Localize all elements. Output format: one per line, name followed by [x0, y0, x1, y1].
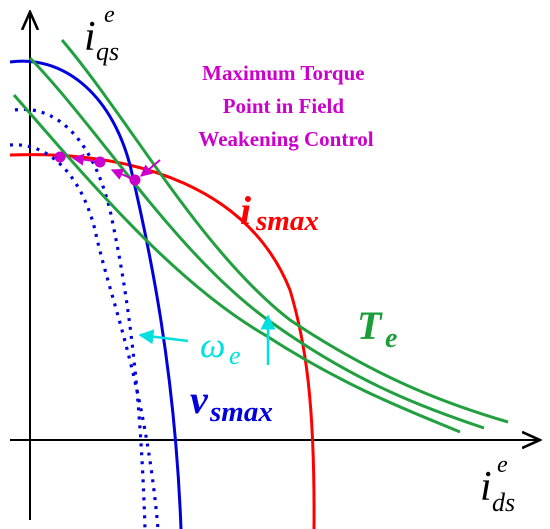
speed-arrow-left: [138, 329, 189, 345]
voltage-limit-ellipse: [9, 59, 183, 529]
annotation-line-3: Weakening Control: [198, 127, 373, 151]
y-axis-label: i e qs: [84, 0, 125, 66]
x-axis-label-main: i: [480, 464, 492, 510]
torque-curve-1: [60, 39, 509, 424]
current-limit-label-sub: smax: [255, 205, 319, 237]
trajectory-arrow-1: [110, 168, 136, 181]
speed-label-sub: e: [229, 341, 241, 370]
y-axis-label-sup: e: [104, 2, 115, 28]
torque-label-sub: e: [385, 323, 397, 354]
current-limit-label: i smax: [240, 188, 319, 237]
x-axis-label-sup: e: [497, 452, 508, 478]
y-axis-label-sub: qs: [96, 37, 119, 66]
voltage-limit-label: v smax: [190, 377, 273, 428]
trajectory-arrow-2: [71, 153, 101, 166]
annotation-line-2: Point in Field: [223, 94, 345, 118]
annotation-line-1: Maximum Torque: [202, 61, 364, 85]
max-torque-point-3: [54, 151, 66, 163]
speed-label: ω e: [200, 325, 241, 370]
y-axis-label-main: i: [84, 14, 96, 60]
annotation-pointer-arrow: [140, 159, 161, 177]
x-axis-label-sub: ds: [492, 488, 515, 517]
annotation-text: Maximum Torque Point in Field Weakening …: [198, 61, 373, 151]
speed-label-main: ω: [200, 325, 225, 365]
voltage-limit-ellipse-dotted-inner: [9, 143, 160, 529]
current-limit-label-main: i: [240, 188, 251, 233]
torque-label-main: T: [357, 303, 383, 348]
torque-label: T e: [357, 303, 397, 354]
voltage-limit-label-sub: smax: [209, 396, 273, 428]
voltage-limit-label-main: v: [190, 377, 209, 422]
x-axis-label: i e ds: [480, 436, 518, 517]
